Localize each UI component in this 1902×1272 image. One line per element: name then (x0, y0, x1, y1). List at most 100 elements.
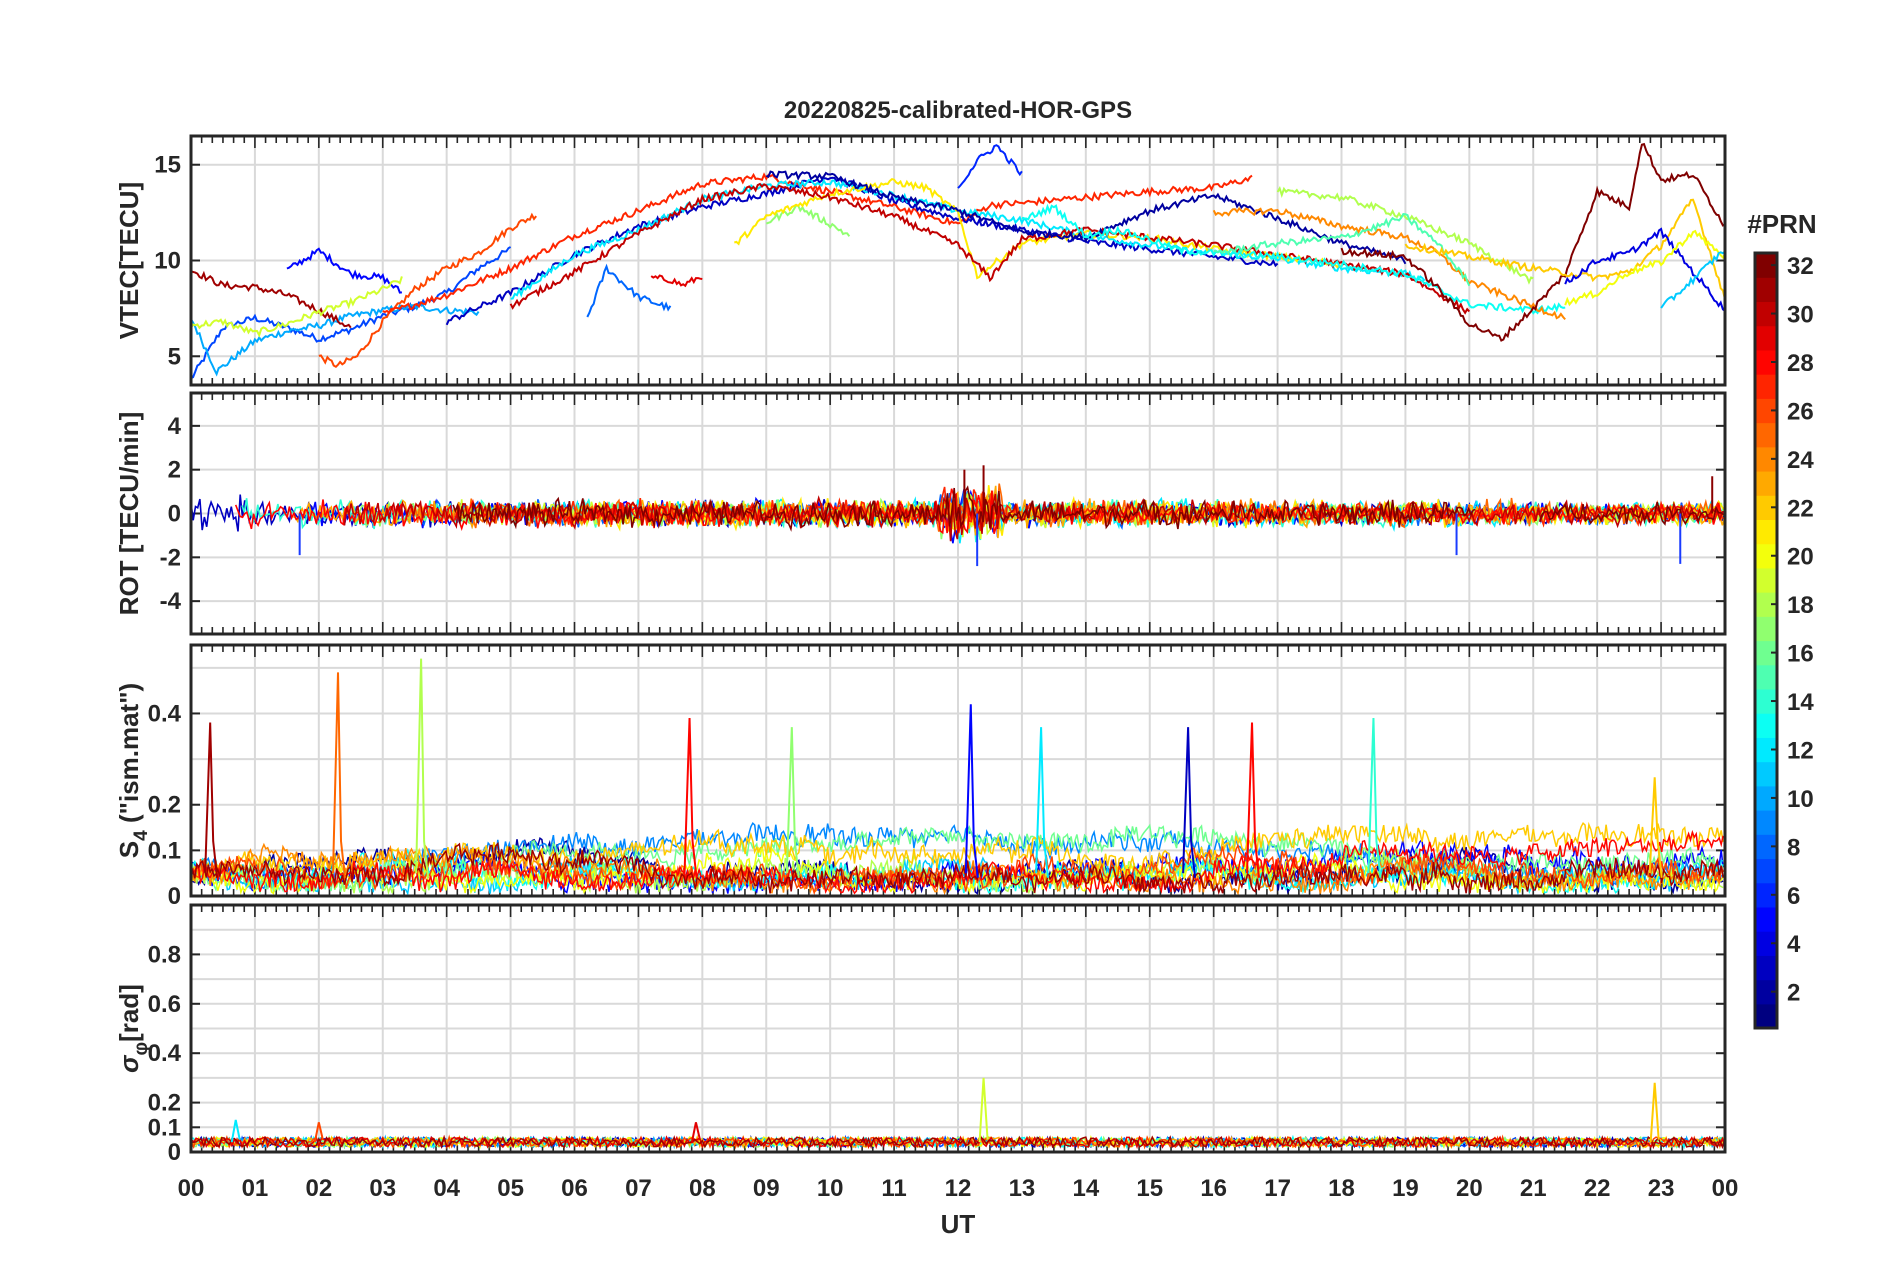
sigma-peak-prn-22 (1649, 1082, 1660, 1143)
x-tick-label: 08 (689, 1175, 716, 1202)
vtec-line-prn-29 (650, 274, 703, 288)
colorbar-swatch (1755, 253, 1777, 278)
vtec-line-prn-17 (765, 204, 851, 237)
x-tick-label: 03 (369, 1175, 396, 1202)
vtec-line-prn-24 (1212, 206, 1566, 321)
s4-peak-prn-17 (785, 727, 800, 878)
x-tick-label: 10 (817, 1175, 844, 1202)
colorbar-swatch (1755, 1003, 1777, 1029)
axes-box (189, 903, 1727, 1154)
colorbar-tick-label: 18 (1787, 592, 1814, 619)
s4-line-prn-26 (191, 843, 1724, 896)
x-tick-label: 04 (433, 1175, 460, 1202)
colorbar-tick-label: 4 (1787, 931, 1801, 958)
axes-box (189, 134, 1727, 387)
s4-peak-prn-25 (332, 672, 347, 878)
colorbar-swatch (1755, 446, 1777, 472)
colorbar-tick-label: 2 (1787, 980, 1800, 1007)
y-axis-label: ROT [TECU/min] (114, 412, 144, 616)
x-axis-label: UT (941, 1209, 976, 1239)
vtec-line-prn-5 (286, 247, 402, 294)
s4-peak-prn-3 (1182, 727, 1197, 878)
colorbar-tick-label: 20 (1787, 544, 1814, 571)
colorbar-tick-label: 30 (1787, 302, 1814, 329)
vtec-line-prn-22 (1404, 198, 1725, 300)
x-tick-label: 16 (1200, 1175, 1227, 1202)
s4-line-prn-31 (191, 841, 1724, 895)
colorbar-swatch (1755, 834, 1777, 860)
y-tick-label: 0.1 (148, 837, 181, 864)
axes-box (189, 391, 1727, 636)
y-tick-label: 0.8 (148, 941, 181, 968)
colorbar-swatch (1755, 906, 1777, 932)
sigma-peak-prn-26 (313, 1122, 324, 1143)
colorbar-swatch (1755, 543, 1777, 569)
vtec-line-prn-13 (1021, 203, 1566, 315)
colorbar-swatch (1755, 277, 1777, 303)
colorbar-swatch (1755, 470, 1777, 496)
colorbar-swatch (1755, 349, 1777, 375)
vtec-line-prn-27 (382, 172, 1253, 315)
sigma-peak-prn-12 (230, 1119, 241, 1143)
colorbar-swatch (1755, 398, 1777, 424)
y-tick-label: 5 (168, 343, 181, 370)
x-tick-label: 12 (945, 1175, 972, 1202)
s4-peak-prn-22 (1648, 777, 1663, 878)
vtec-line-prn-10 (191, 303, 480, 377)
colorbar-frame (1753, 251, 1779, 1030)
vtec-panel: 5 10 15 VTEC[TECU] (114, 134, 1727, 387)
colorbar-swatch (1755, 495, 1777, 521)
colorbar-label: #PRN (1747, 209, 1816, 239)
y-tick-label: -4 (160, 588, 182, 615)
vtec-line-prn-3 (445, 176, 1279, 326)
x-tick-label: 05 (497, 1175, 524, 1202)
colorbar-swatch (1755, 688, 1777, 714)
vtec-line-prn-8 (586, 263, 672, 318)
vtec-line-prn-7 (191, 246, 512, 380)
vtec-line-prn-12 (510, 178, 1426, 300)
vtec-line-prn-32 (1340, 142, 1725, 342)
vtec-line-prn-11 (1660, 250, 1725, 309)
s4-line-prn-28 (191, 829, 1724, 895)
x-tick-label: 19 (1392, 1175, 1419, 1202)
vtec-line-prn-26 (318, 212, 537, 369)
x-tick-label: 23 (1648, 1175, 1675, 1202)
sigma-series-group (191, 1077, 1725, 1150)
y-tick-label: 0 (168, 501, 181, 528)
colorbar-swatch (1755, 592, 1777, 617)
colorbar-swatch (1755, 979, 1777, 1005)
x-tick-label: 18 (1328, 1175, 1355, 1202)
colorbar-swatch (1755, 882, 1777, 908)
s4-series-group (191, 658, 1724, 896)
colorbar-swatch (1755, 931, 1777, 956)
y-tick-label: 0.2 (148, 792, 181, 819)
s4-peak-prn-28 (1246, 722, 1261, 878)
vtec-series-group (191, 142, 1725, 380)
colorbar-swatch (1755, 737, 1777, 763)
y-tick-label: 10 (154, 248, 181, 275)
sigma-peak-prn-29 (690, 1122, 701, 1143)
colorbar-swatch (1755, 519, 1777, 545)
vtec-line-prn-19 (191, 276, 403, 338)
y-tick-label: 0.6 (148, 991, 181, 1018)
x-tick-label: 15 (1136, 1175, 1163, 1202)
colorbar-tick-label: 10 (1787, 786, 1814, 813)
rot-series-group (191, 465, 1725, 567)
colorbar-tick-label: 14 (1787, 689, 1814, 716)
y-tick-label: 0 (168, 1139, 181, 1166)
colorbar-swatch (1755, 713, 1777, 738)
sigma-peak-prn-19 (978, 1077, 989, 1143)
y-tick-label: 0.1 (148, 1114, 181, 1141)
colorbar-tick-label: 16 (1787, 641, 1814, 668)
y-tick-label: 0.4 (148, 1040, 182, 1067)
vtec-line-prn-6 (957, 144, 1023, 189)
x-tick-label: 00 (178, 1175, 205, 1202)
x-tick-label: 09 (753, 1175, 780, 1202)
x-tick-label: 14 (1072, 1175, 1099, 1202)
vtec-line-prn-4 (1564, 227, 1725, 312)
sigma-phase-panel: 00.10.2 0.4 0.6 0.8 σφ[rad] (114, 903, 1727, 1166)
vtec-line-prn-20 (1564, 229, 1725, 307)
x-tick-label: 00 (1712, 1175, 1739, 1202)
x-tick-label: 22 (1584, 1175, 1611, 1202)
y-tick-label: 0.4 (148, 700, 182, 727)
